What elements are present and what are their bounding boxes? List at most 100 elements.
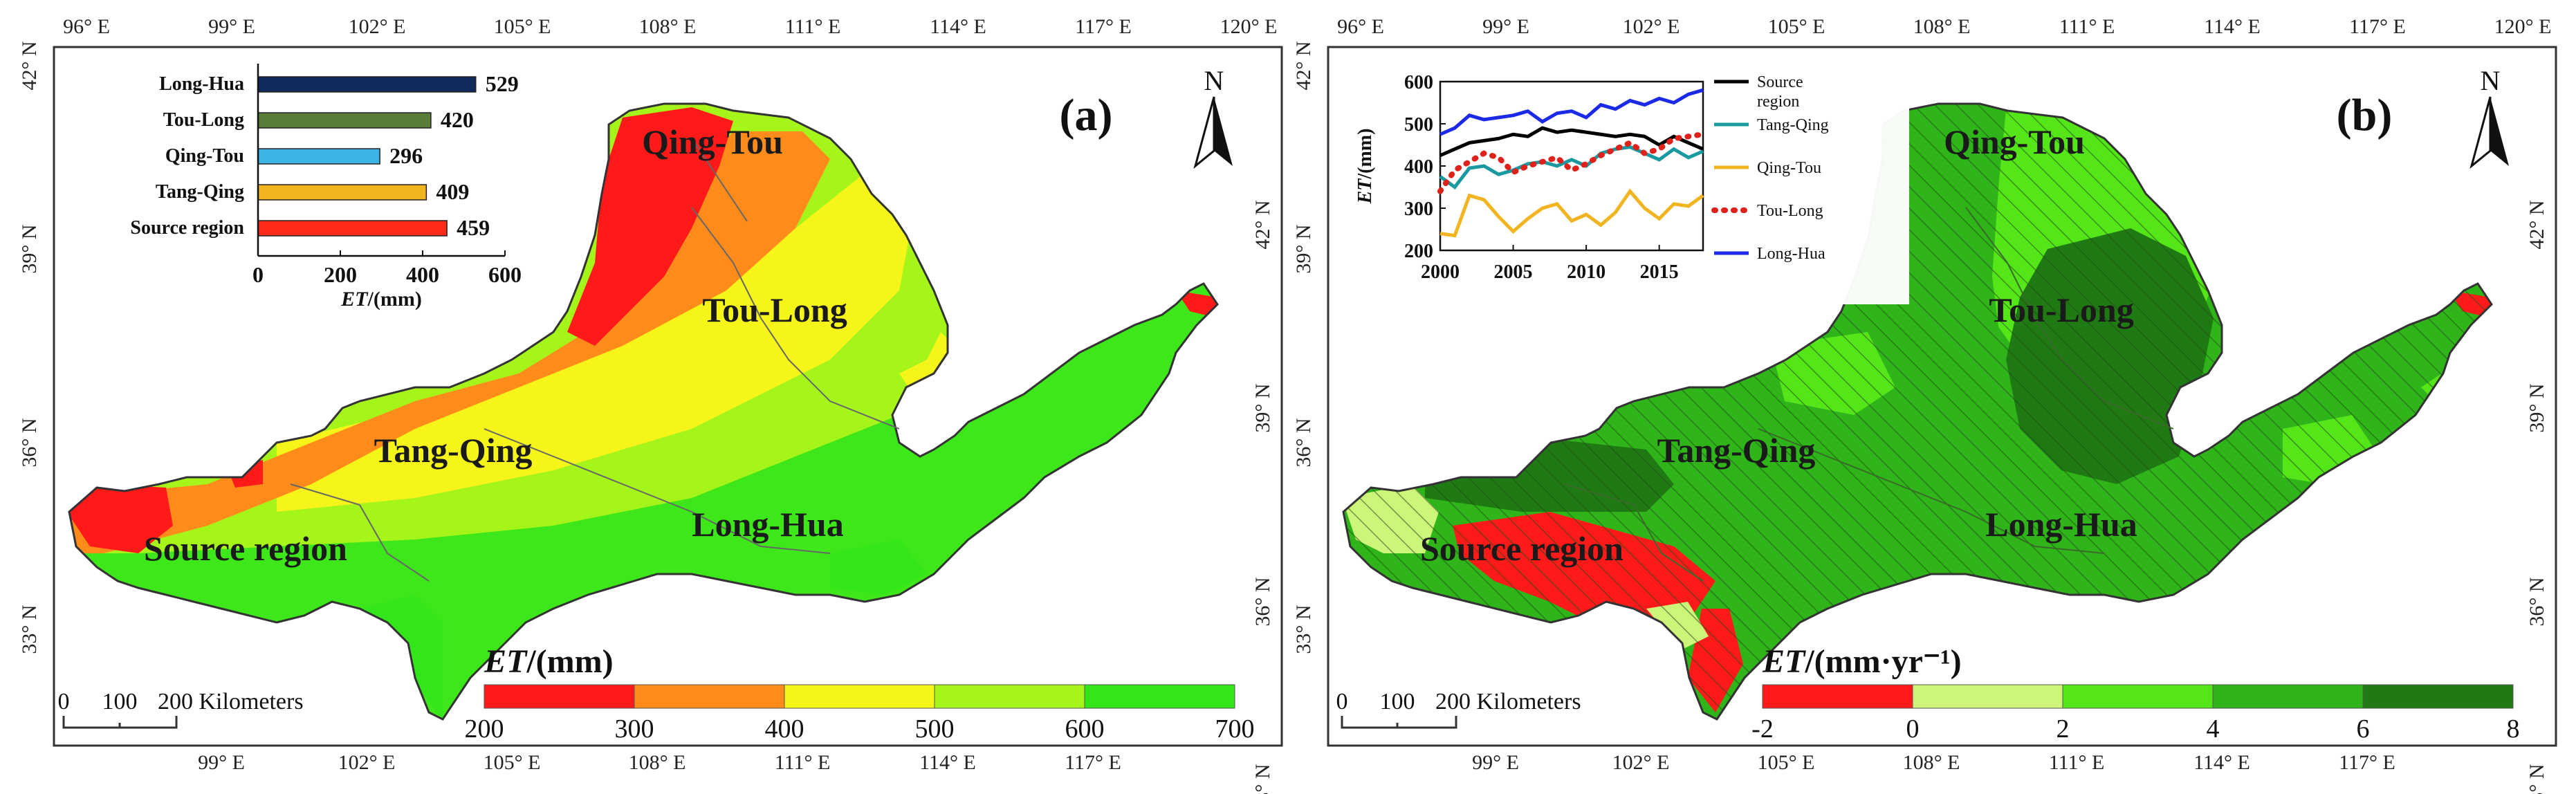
- ticksB-bottom-lon-2: 105° E: [1758, 751, 1815, 774]
- ticksA-bottom-lon-6: 117° E: [1065, 751, 1121, 774]
- legendB-swatch-2: [2062, 684, 2214, 709]
- legendA-swatch-0: [484, 684, 635, 709]
- ticksA-right-lat-1: 39° N: [1251, 383, 1274, 432]
- panel-b-region-source: Source region: [1420, 529, 1623, 568]
- ticksA-left-lat-1: 39° N: [18, 224, 41, 273]
- panel-b-legend-title-et: ET: [1762, 643, 1806, 680]
- line-xtick-1: 2005: [1494, 261, 1533, 283]
- panel-a-legend-title-unit: /(mm): [526, 643, 613, 680]
- line-ylabel-et: ET: [1354, 178, 1376, 205]
- ticksB-bottom-lon-5: 114° E: [2193, 751, 2250, 774]
- ticksA-bottom-lon-1: 102° E: [338, 751, 396, 774]
- panel-b-scale-label: 200 Kilometers: [1435, 689, 1581, 714]
- panel-b-north-letter: N: [2481, 65, 2501, 96]
- panel-a-inset-bar-chart: Long-Hua 529 Tou-Long 420 Qing-Tou 296 Tang-Qi…: [111, 64, 526, 332]
- legendB-swatch-1: [1912, 684, 2063, 709]
- panel-a-region-source: Source region: [144, 529, 347, 568]
- ticksA-bottom-lon-4: 111° E: [775, 751, 831, 774]
- bar-4: [257, 220, 448, 237]
- ticksA-top-lon-7: 117° E: [1075, 15, 1132, 38]
- ticksB-left-lat-2: 36° N: [1292, 418, 1315, 467]
- bar-label-4: Source region: [130, 217, 244, 239]
- ticksA-bottom-lon-2: 105° E: [484, 751, 541, 774]
- panel-a-legend-title: ET/(mm): [484, 643, 614, 680]
- panel-b-region-tang-qing: Tang-Qing: [1657, 431, 1816, 470]
- panel-b-region-qing-tou: Qing-Tou: [1944, 122, 2085, 161]
- legendA-swatch-1: [634, 684, 785, 709]
- ticksB-top-lon-3: 105° E: [1768, 15, 1825, 38]
- line-series-1: [1439, 145, 1704, 190]
- panel-b-legend-title-unit: /(mm·yr⁻¹): [1804, 643, 1961, 680]
- legendA-tick-1: 300: [615, 714, 654, 744]
- ticksB-right-lat-1: 39° N: [2526, 383, 2548, 432]
- panel-b: Qing-Tou Tou-Long Tang-Qing Long-Hua Sou…: [1292, 15, 2557, 794]
- line-series-2: [1439, 188, 1704, 238]
- legendA-tick-5: 700: [1215, 714, 1255, 744]
- bar-3: [257, 184, 427, 201]
- ticksB-bottom-lon-1: 102° E: [1612, 751, 1670, 774]
- panel-b-subbasin-boundaries: [1564, 207, 2174, 582]
- ticksA-top-lon-8: 120° E: [1220, 15, 1278, 38]
- bar-0: [257, 76, 477, 93]
- legendB-tick-4: 6: [2357, 714, 2370, 744]
- panel-a-region-tou-long: Tou-Long: [702, 290, 847, 329]
- panel-a: Qing-Tou Tou-Long Tang-Qing Long-Hua Sou…: [18, 15, 1283, 794]
- ticksB-bottom-lon-6: 117° E: [2339, 751, 2395, 774]
- bar-xtick-0: 0: [252, 262, 264, 287]
- panel-a-region-long-hua: Long-Hua: [692, 505, 844, 544]
- ticksA-right-lat-2: 36° N: [1251, 577, 1274, 626]
- line-ylabel-unit: /(mm): [1354, 129, 1376, 180]
- legendA-swatch-4: [1084, 684, 1235, 709]
- ticksA-top-lon-3: 105° E: [494, 15, 551, 38]
- legendB-swatch-4: [2362, 684, 2514, 709]
- panel-a-scale-label: 200 Kilometers: [158, 689, 304, 714]
- bar-2: [257, 148, 380, 165]
- ticksB-right-lat-3: 33° N: [2526, 764, 2548, 794]
- legendA-tick-0: 200: [465, 714, 504, 744]
- panel-b-scale-mid: 100: [1380, 689, 1415, 714]
- ticksA-top-lon-2: 102° E: [349, 15, 406, 38]
- ticksA-left-lat-2: 36° N: [18, 418, 41, 467]
- bar-xtick-2: 400: [406, 262, 439, 287]
- line-ytick-1: 300: [1404, 198, 1433, 220]
- line-xtick-0: 2000: [1421, 261, 1460, 283]
- bar-value-0: 529: [486, 71, 519, 96]
- panel-b-north-arrow: N: [2469, 65, 2509, 169]
- bar-label-3: Tang-Qing: [156, 181, 244, 203]
- line-series-0: [1439, 126, 1704, 158]
- legendB-tick-2: 2: [2057, 714, 2070, 744]
- bar-label-0: Long-Hua: [159, 73, 244, 95]
- bar-value-2: 296: [389, 143, 423, 168]
- panel-b-region-tou-long: Tou-Long: [1989, 290, 2133, 329]
- legendA-tick-3: 500: [915, 714, 955, 744]
- bar-xlabel: ET/(mm): [340, 288, 422, 311]
- ticksB-top-lon-0: 96° E: [1337, 15, 1384, 38]
- bar-value-4: 459: [457, 215, 490, 240]
- ticksA-top-lon-4: 108° E: [639, 15, 697, 38]
- ticksB-bottom-lon-3: 108° E: [1903, 751, 1960, 774]
- ticksA-top-lon-6: 114° E: [930, 15, 986, 38]
- line-ytick-3: 500: [1404, 114, 1433, 136]
- ticksB-top-lon-8: 120° E: [2494, 15, 2552, 38]
- bar-xlabel-et: ET: [340, 288, 369, 311]
- panel-a-label: (a): [1060, 90, 1113, 140]
- panel-a-scale-bar: 0 100 200 Kilometers: [58, 689, 304, 729]
- legendA-tick-2: 400: [765, 714, 804, 744]
- bar-xtick-3: 600: [488, 262, 522, 287]
- ticksA-right-lat-0: 42° N: [1251, 200, 1274, 249]
- panel-b-legend-title: ET/(mm·yr⁻¹): [1762, 643, 1962, 680]
- legendB-swatch-3: [2212, 684, 2364, 709]
- ticksB-left-lat-1: 39° N: [1292, 224, 1315, 273]
- ticksB-left-lat-3: 33° N: [1292, 604, 1315, 654]
- line-ytick-4: 600: [1404, 72, 1433, 93]
- line-legend-label-2: Qing-Tou: [1757, 159, 1821, 177]
- panel-a-legend: ET/(mm) 200 300 400 500 600 700: [465, 643, 1255, 744]
- ticksA-top-lon-0: 96° E: [63, 15, 110, 38]
- panel-b-inset-line-chart: 200 300 400 500 600 2000 2005 2010 2015 ET/(mm) So…: [1349, 62, 1909, 304]
- panel-a-scale-zero: 0: [58, 689, 70, 714]
- line-legend-label-3: Tou-Long: [1757, 202, 1823, 220]
- panel-a-subbasin-boundaries: [290, 138, 900, 582]
- ticksB-top-lon-2: 102° E: [1623, 15, 1680, 38]
- line-ytick-0: 200: [1404, 241, 1433, 262]
- bar-1: [257, 112, 432, 129]
